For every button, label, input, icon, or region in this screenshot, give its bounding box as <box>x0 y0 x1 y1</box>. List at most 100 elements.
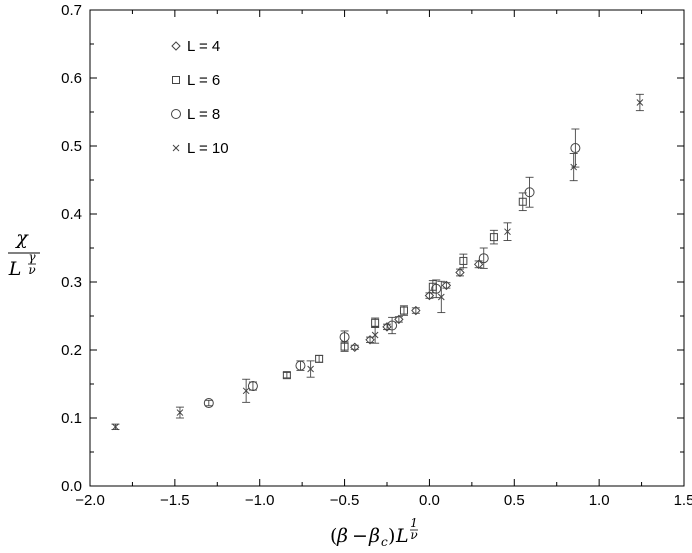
data-point <box>437 293 445 301</box>
series-cross <box>111 93 644 431</box>
data-point <box>504 228 511 236</box>
x-tick-label: 0.5 <box>504 492 525 509</box>
data-point <box>350 342 360 352</box>
data-point <box>411 305 421 316</box>
error-bar <box>479 247 488 269</box>
series-circle <box>203 128 581 409</box>
data-point <box>399 306 408 315</box>
legend-item: L = 8 <box>171 106 220 123</box>
data-point <box>570 163 578 171</box>
y-tick-label: 0.5 <box>61 138 82 155</box>
error-bar <box>204 399 213 407</box>
error-bar <box>459 253 468 269</box>
legend-item: L = 6 <box>172 72 220 89</box>
data-point <box>203 398 214 409</box>
data-point <box>242 387 250 395</box>
series-square <box>282 192 527 380</box>
svg-text:−: − <box>352 525 368 547</box>
data-point <box>473 259 484 270</box>
error-bar <box>282 371 291 379</box>
data-point <box>431 283 442 294</box>
data-point <box>424 290 435 301</box>
data-point <box>371 318 380 327</box>
data-point <box>441 280 452 291</box>
legend-label: L = 6 <box>187 72 220 89</box>
series-diamond <box>350 259 484 352</box>
svg-text:χ: χ <box>14 227 29 249</box>
svg-text:β: β <box>336 525 348 547</box>
legend: L = 4 L = 6 L = 8 L = 10 <box>171 38 229 157</box>
data-point <box>315 354 324 363</box>
data-point <box>307 365 314 373</box>
error-bar <box>442 282 451 289</box>
legend-marker <box>172 144 180 152</box>
x-tick-label: 0.0 <box>419 492 440 509</box>
error-bar <box>571 128 580 168</box>
x-tick-label: 1.5 <box>674 492 692 509</box>
data-point <box>282 371 291 380</box>
error-bar <box>248 381 257 391</box>
legend-label: L = 10 <box>187 140 229 157</box>
y-tick-label: 0.4 <box>61 206 82 223</box>
error-bar <box>388 316 397 335</box>
x-tick-label: −1.5 <box>160 492 190 509</box>
data-point <box>394 314 404 325</box>
y-tick-label: 0.3 <box>61 274 82 291</box>
data-point <box>371 331 379 339</box>
data-series <box>111 93 644 431</box>
svg-text:ν: ν <box>28 263 35 277</box>
svg-text:1: 1 <box>410 516 418 530</box>
error-bar <box>518 192 527 212</box>
data-point <box>518 197 527 206</box>
error-bar <box>489 229 498 245</box>
y-tick-label: 0.0 <box>61 478 82 495</box>
error-bar <box>455 268 464 277</box>
data-point <box>339 332 350 343</box>
svg-text:ν: ν <box>410 528 417 542</box>
data-point <box>489 233 498 242</box>
y-tick-label: 0.6 <box>61 70 82 87</box>
legend-item: L = 10 <box>172 140 229 157</box>
error-bar <box>411 307 420 314</box>
data-point <box>382 322 392 332</box>
data-point <box>478 253 489 264</box>
legend-item: L = 4 <box>171 38 220 55</box>
svg-text:c: c <box>381 535 388 549</box>
data-point <box>176 409 184 416</box>
data-point <box>524 187 535 198</box>
data-point <box>387 320 398 331</box>
data-point <box>295 360 306 371</box>
svg-text:(: ( <box>330 525 337 547</box>
y-tick-label: 0.1 <box>61 410 82 427</box>
legend-label: L = 4 <box>187 38 220 55</box>
y-tick-label: 0.7 <box>61 2 82 19</box>
svg-text:L: L <box>8 258 22 280</box>
data-point <box>365 335 375 345</box>
data-point <box>459 256 468 265</box>
x-tick-label: −1.0 <box>245 492 275 509</box>
y-tick-label: 0.2 <box>61 342 82 359</box>
svg-text:L: L <box>395 525 409 547</box>
x-tick-label: −0.5 <box>330 492 360 509</box>
legend-marker <box>171 109 181 119</box>
y-axis-title: χ L γ ν <box>8 227 40 280</box>
svg-text:β: β <box>368 525 380 547</box>
axis-ticks: −2.0 −1.5 −1.0 −0.5 0.0 0.5 1.0 1.5 0.0 0.1 0.2 0.3… <box>61 2 692 509</box>
svg-text:γ: γ <box>28 250 36 264</box>
error-bar <box>315 354 324 363</box>
x-tick-label: 1.0 <box>589 492 610 509</box>
svg-text:): ) <box>388 525 395 547</box>
error-bar <box>525 176 534 208</box>
x-axis-title: ( β − β c ) L 1 ν <box>330 516 418 549</box>
error-bar <box>432 279 441 299</box>
legend-label: L = 8 <box>187 106 220 123</box>
data-point <box>570 143 581 154</box>
data-point <box>636 99 644 106</box>
data-point <box>455 267 465 278</box>
x-tick-label: −2.0 <box>75 492 105 509</box>
error-bar <box>394 316 403 323</box>
legend-marker <box>172 76 180 84</box>
data-point <box>247 381 258 392</box>
data-point <box>112 423 119 431</box>
